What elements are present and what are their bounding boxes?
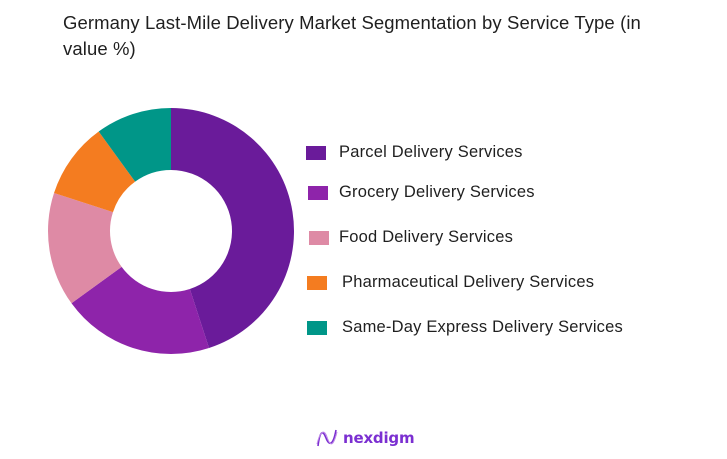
legend-swatch-same-day [307, 320, 327, 335]
chart-title: Germany Last-Mile Delivery Market Segmen… [63, 12, 641, 59]
legend-label-grocery: Grocery Delivery Services [339, 183, 535, 201]
legend-label-pharmaceutical: Pharmaceutical Delivery Services [342, 273, 595, 291]
legend-label-same-day: Same-Day Express Delivery Services [342, 318, 623, 336]
legend-item-parcel: Parcel Delivery Services [306, 143, 523, 162]
slice-food [48, 192, 122, 304]
donut-slices [48, 108, 294, 354]
legend-item-food: Food Delivery Services [306, 228, 513, 247]
nexdigm-wave-logo-icon [316, 429, 338, 447]
legend-swatch-pharmaceutical [307, 275, 327, 290]
slice-same-day [98, 108, 171, 182]
legend-label-food: Food Delivery Services [339, 228, 514, 246]
legend-item-grocery: Grocery Delivery Services [306, 183, 535, 202]
slice-pharmaceutical [54, 131, 136, 213]
legend-item-pharmaceutical: Pharmaceutical Delivery Services [306, 273, 594, 292]
brand-name: nexdigm [343, 429, 415, 447]
slice-grocery [71, 266, 210, 354]
legend-item-same-day: Same-Day Express Delivery Services [306, 318, 623, 337]
slice-parcel [171, 108, 294, 348]
brand-logo: nexdigm [316, 428, 415, 448]
legend-swatch-food [309, 230, 329, 245]
legend-swatch-parcel [306, 145, 326, 160]
legend-swatch-grocery [308, 185, 328, 200]
legend-label-parcel: Parcel Delivery Services [339, 143, 523, 161]
